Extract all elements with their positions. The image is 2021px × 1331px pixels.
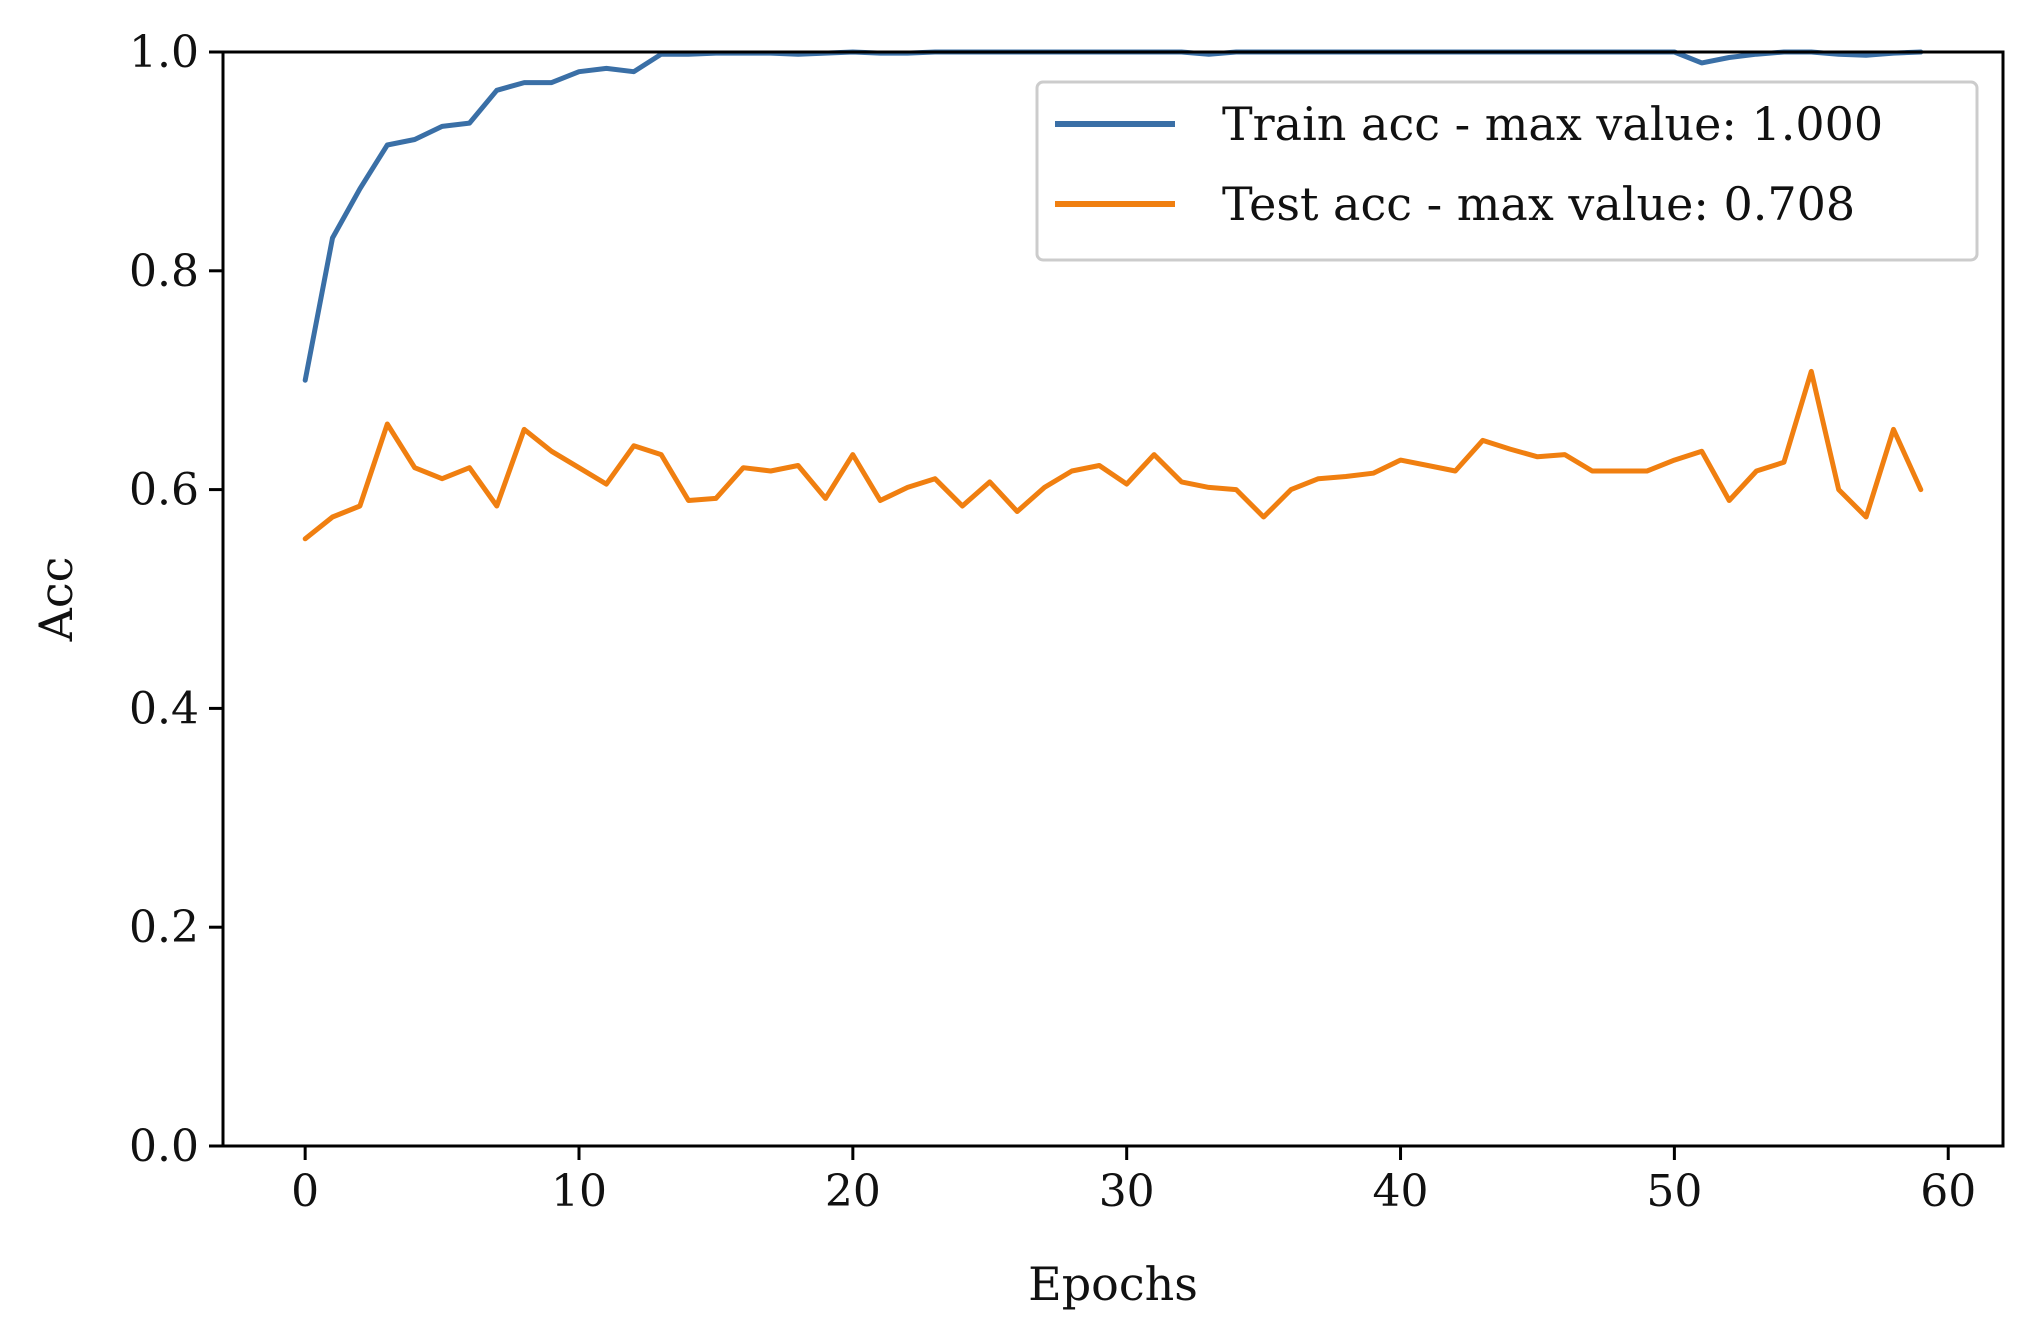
legend-entry: Test acc - max value: 0.708 <box>1222 177 1855 231</box>
x-tick-label: 0 <box>291 1166 319 1217</box>
x-tick-label: 50 <box>1646 1166 1702 1217</box>
y-tick-label: 0.0 <box>129 1121 199 1172</box>
x-tick-label: 40 <box>1373 1166 1429 1217</box>
y-tick-label: 1.0 <box>129 27 199 78</box>
legend: Train acc - max value: 1.000 Test acc - m… <box>1035 80 1979 262</box>
x-tick-label: 20 <box>825 1166 881 1217</box>
y-tick-label: 0.2 <box>129 902 199 953</box>
x-tick-label: 60 <box>1920 1166 1976 1217</box>
y-tick-label: 0.4 <box>129 683 199 734</box>
x-tick-label: 10 <box>551 1166 607 1217</box>
x-tick-label: 30 <box>1099 1166 1155 1217</box>
y-axis-label: Acc <box>29 557 83 643</box>
x-axis-label: Epochs <box>1028 1257 1198 1311</box>
y-tick-label: 0.8 <box>129 246 199 297</box>
series-line-test-acc <box>302 368 1924 542</box>
axis-ticks: 0 10 20 30 40 50 60 0.0 0.2 0.4 0.6 0.8 1.0 <box>129 27 1976 1217</box>
legend-box <box>1035 80 1979 262</box>
legend-entry: Train acc - max value: 1.000 <box>1222 97 1883 151</box>
plot-frame <box>221 50 2005 1148</box>
y-tick-label: 0.6 <box>129 465 199 516</box>
